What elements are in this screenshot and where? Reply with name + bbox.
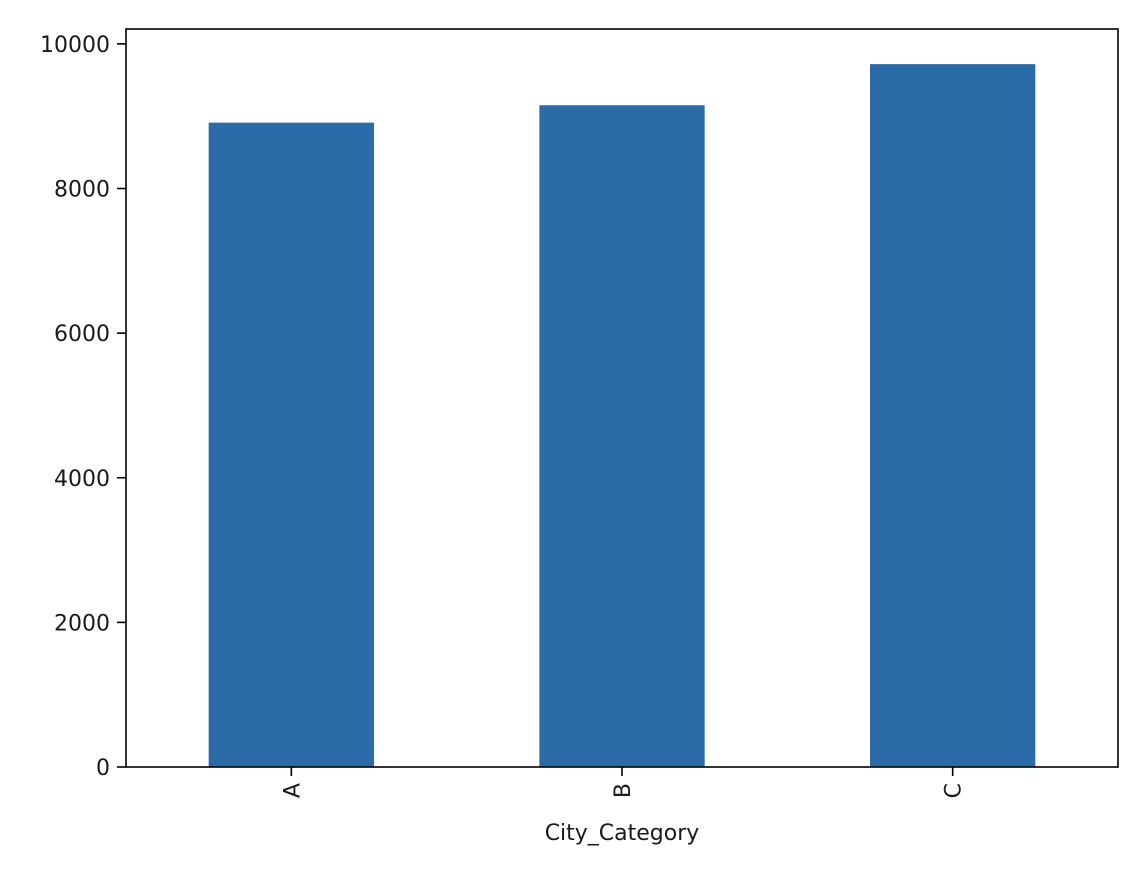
y-tick-label: 2000 bbox=[54, 611, 110, 636]
x-tick-label: C bbox=[942, 783, 967, 798]
x-axis: A B C bbox=[280, 767, 967, 798]
x-axis-label: City_Category bbox=[545, 821, 700, 846]
y-tick-label: 0 bbox=[96, 756, 110, 781]
y-tick-label: 4000 bbox=[54, 467, 110, 492]
bar-B bbox=[539, 105, 705, 768]
plot-frame bbox=[125, 28, 1119, 768]
y-tick-label: 10000 bbox=[40, 33, 110, 58]
bar-A bbox=[208, 122, 374, 768]
y-tick-label: 8000 bbox=[54, 178, 110, 203]
bar-C bbox=[870, 64, 1036, 767]
bars-layer bbox=[208, 64, 1036, 768]
y-tick-label: 6000 bbox=[54, 322, 110, 347]
y-axis: 0 2000 4000 6000 8000 10000 bbox=[40, 33, 126, 781]
x-tick-label: B bbox=[611, 783, 636, 798]
x-tick-label: A bbox=[280, 783, 305, 798]
